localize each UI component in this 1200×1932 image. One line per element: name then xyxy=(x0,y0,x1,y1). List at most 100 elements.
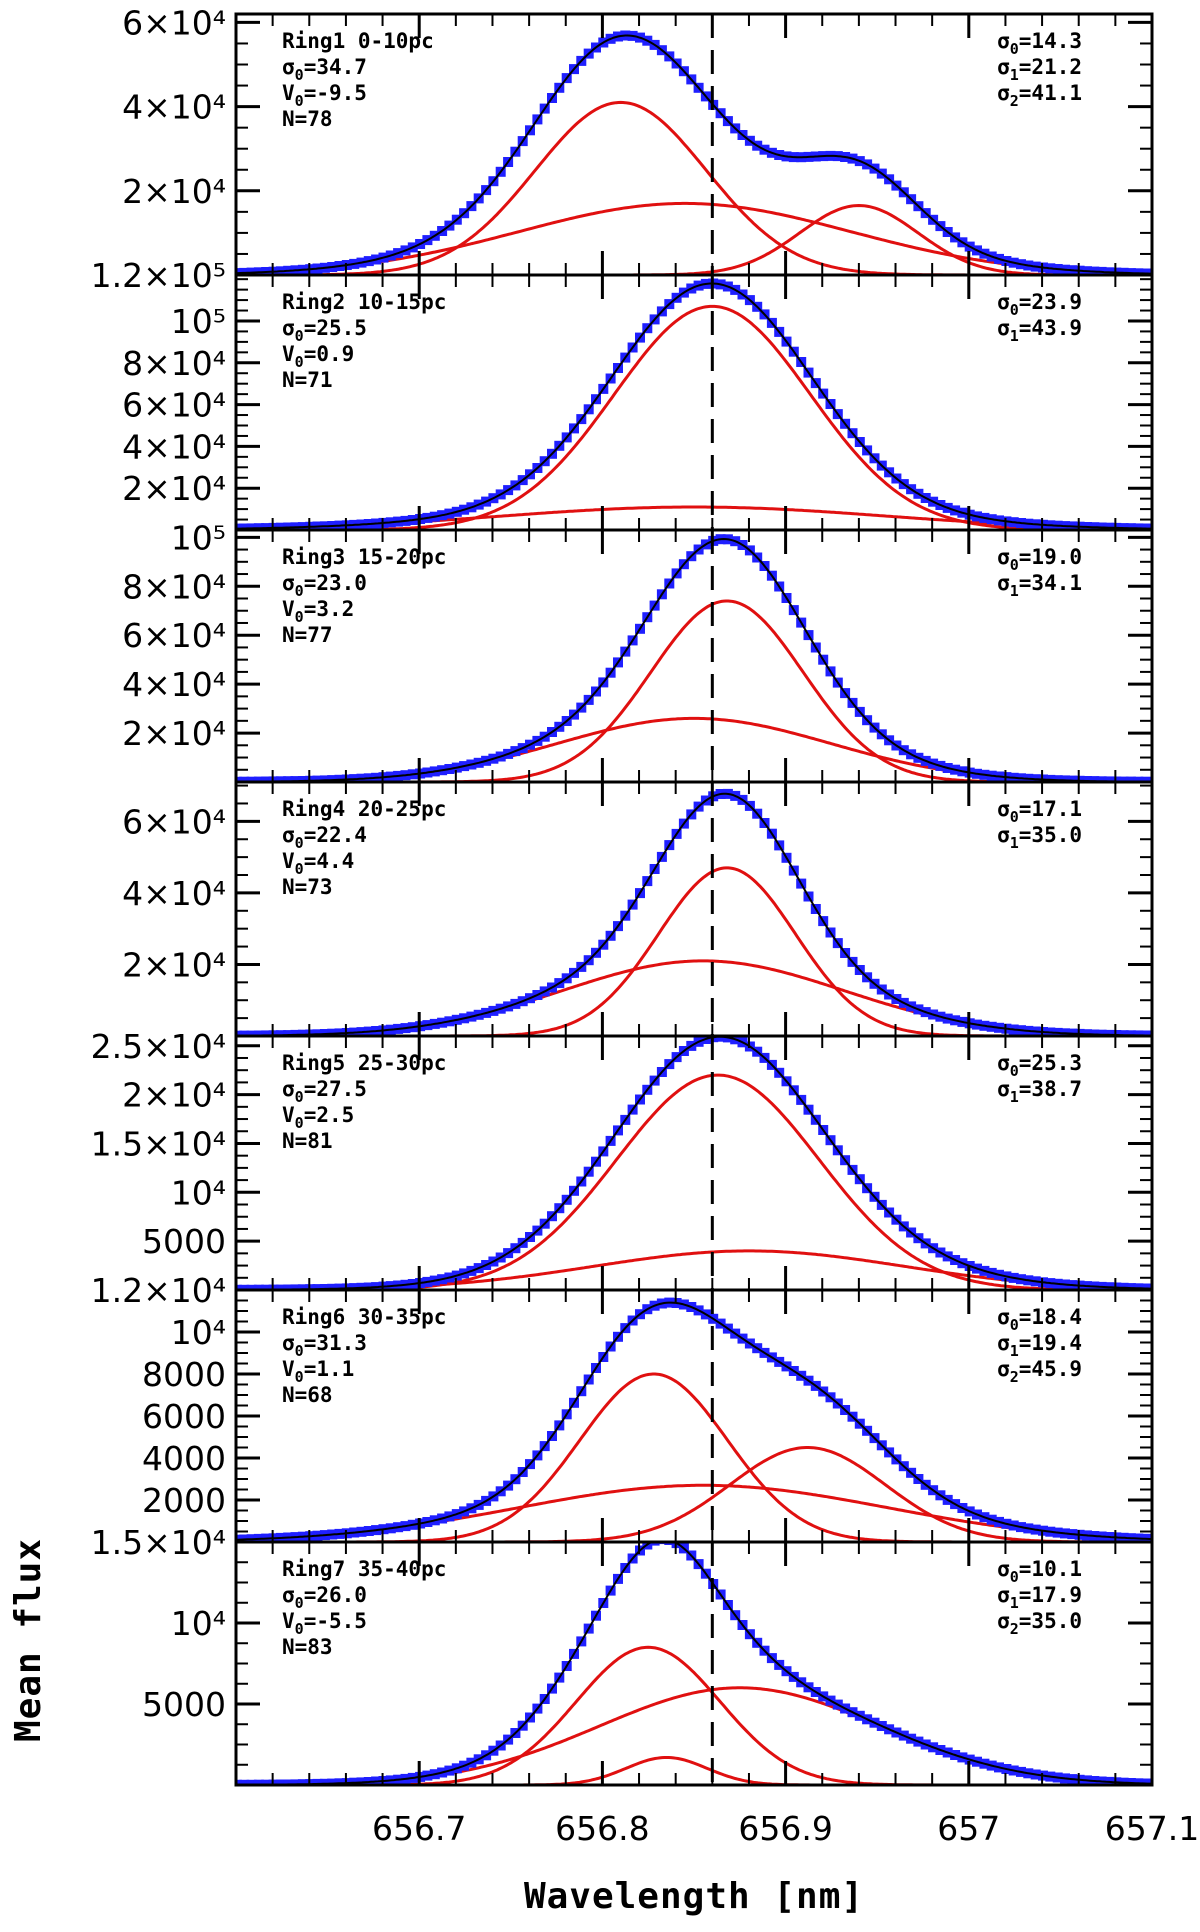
data-point xyxy=(246,1779,257,1785)
panel-1-plot-area xyxy=(236,30,1152,275)
sigma0-label: σ0=14.3 xyxy=(997,29,1082,58)
data-point xyxy=(1140,1778,1151,1785)
data-point xyxy=(253,1284,264,1290)
y-tick-label: 6000 xyxy=(142,1397,226,1436)
data-point xyxy=(327,775,338,782)
velocity-label: V0=2.5 xyxy=(282,1103,354,1132)
data-point xyxy=(239,1534,250,1542)
data-point xyxy=(290,776,301,782)
sigma1-label: σ1=35.0 xyxy=(997,823,1082,852)
data-point xyxy=(715,1036,726,1042)
data-point xyxy=(261,776,272,782)
y-tick-label: 2.5×10⁴ xyxy=(91,1027,226,1066)
dispersion-label: σ0=31.3 xyxy=(282,1331,367,1360)
data-point xyxy=(1125,523,1136,530)
data-point xyxy=(290,1284,301,1290)
y-tick-label: 4×10⁴ xyxy=(122,88,226,127)
y-tick-label: 8×10⁴ xyxy=(122,344,226,383)
data-point xyxy=(283,1779,294,1785)
data-point xyxy=(1118,1030,1129,1036)
data-point xyxy=(290,1029,301,1036)
n-label: N=68 xyxy=(282,1383,333,1407)
data-point xyxy=(1118,523,1129,530)
data-point xyxy=(1103,267,1114,275)
data-point xyxy=(236,1030,242,1036)
data-point xyxy=(319,1284,330,1290)
y-tick-label: 1.5×10⁴ xyxy=(91,1124,226,1163)
y-tick-label: 10⁴ xyxy=(171,1173,226,1212)
sigma2-label: σ2=45.9 xyxy=(997,1357,1082,1386)
data-point xyxy=(327,1283,338,1290)
y-tick-label: 10⁴ xyxy=(171,1313,226,1352)
y-tick-label: 6×10⁴ xyxy=(122,802,226,841)
y-tick-label: 4×10⁴ xyxy=(122,427,226,466)
n-label: N=77 xyxy=(282,623,333,647)
y-tick-label: 6×10⁴ xyxy=(122,386,226,425)
sigma2-label: σ2=41.1 xyxy=(997,81,1082,110)
data-point xyxy=(1089,522,1100,530)
data-point xyxy=(1089,1029,1100,1036)
data-point xyxy=(722,1036,733,1043)
n-label: N=71 xyxy=(282,368,333,392)
data-point xyxy=(239,776,250,782)
data-point xyxy=(319,1778,330,1785)
data-point xyxy=(1103,1029,1114,1036)
data-point xyxy=(261,523,272,530)
data-point xyxy=(1045,774,1056,782)
data-point xyxy=(1140,776,1151,782)
data-point xyxy=(1133,1030,1144,1036)
data-point xyxy=(253,1779,264,1785)
data-point xyxy=(312,1778,323,1785)
data-point xyxy=(349,774,360,782)
y-tick-label: 10⁴ xyxy=(171,1604,226,1643)
data-point xyxy=(1096,1029,1107,1036)
data-point xyxy=(283,1284,294,1290)
data-point xyxy=(1133,268,1144,275)
data-point xyxy=(246,1284,257,1290)
x-tick-label: 657.1 xyxy=(1105,1809,1199,1848)
data-point xyxy=(297,1029,308,1036)
y-axis-title: Mean flux xyxy=(8,1538,49,1742)
dispersion-label: σ0=25.5 xyxy=(282,316,367,345)
velocity-label: V0=4.4 xyxy=(282,849,354,878)
data-point xyxy=(319,775,330,782)
panel-7: 5000 10⁴ 1.5×10⁴ Ring7 35-40pcσ0=26.0V0=-5.… xyxy=(91,1523,1154,1787)
ring6-component-2 xyxy=(236,1446,1152,1542)
ring-label: Ring2 10-15pc xyxy=(282,290,446,314)
data-point xyxy=(1133,523,1144,530)
data-point xyxy=(1125,268,1136,275)
ring6-data-points xyxy=(236,1297,1151,1542)
ring-label: Ring7 35-40pc xyxy=(282,1557,446,1581)
x-tick-label: 656.9 xyxy=(738,1809,832,1848)
data-point xyxy=(1067,775,1078,782)
data-point xyxy=(1140,1030,1151,1036)
ring-label: Ring4 20-25pc xyxy=(282,797,446,821)
data-point xyxy=(261,1284,272,1290)
data-point xyxy=(1125,776,1136,782)
data-point xyxy=(1030,774,1041,782)
ring6-component-1 xyxy=(236,1372,1152,1542)
y-tick-label: 6×10⁴ xyxy=(122,3,226,42)
data-point xyxy=(239,1030,250,1036)
ring7-component-1 xyxy=(236,1756,1152,1785)
data-point xyxy=(1125,1030,1136,1036)
sigma0-label: σ0=17.1 xyxy=(997,797,1082,826)
ring-label: Ring3 15-20pc xyxy=(282,545,446,569)
data-point xyxy=(261,1030,272,1036)
data-point xyxy=(253,1030,264,1036)
ring-label: Ring5 25-30pc xyxy=(282,1051,446,1075)
y-tick-label: 2×10⁴ xyxy=(122,945,226,984)
data-point xyxy=(246,1534,257,1542)
data-point xyxy=(283,1030,294,1036)
data-point xyxy=(1103,776,1114,782)
data-point xyxy=(253,776,264,782)
velocity-label: V0=1.1 xyxy=(282,1357,354,1386)
data-point xyxy=(327,1028,338,1036)
data-point xyxy=(334,774,345,782)
data-point xyxy=(236,1534,242,1542)
y-tick-label: 4×10⁴ xyxy=(122,874,226,913)
ring-label: Ring6 30-35pc xyxy=(282,1305,446,1329)
data-point xyxy=(1052,775,1063,782)
panel-4: 2×10⁴ 4×10⁴ 6×10⁴ Ring4 20-25pcσ0=22.4V0=4.… xyxy=(122,780,1154,1038)
